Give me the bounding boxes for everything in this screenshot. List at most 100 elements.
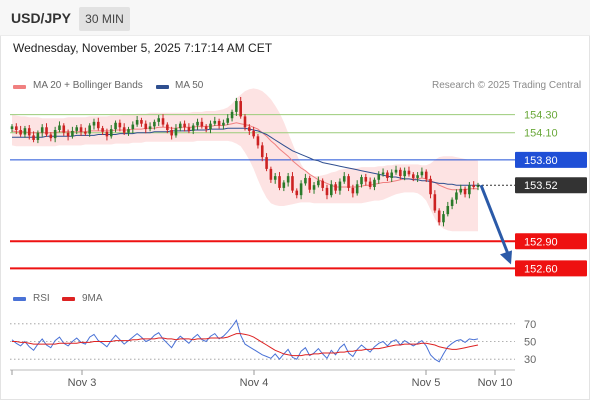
candle-body [472, 185, 475, 187]
candle-body [144, 123, 148, 130]
candle-body [79, 127, 83, 132]
candle-body [36, 132, 40, 140]
candle-body [468, 185, 471, 195]
candle-body [256, 136, 260, 146]
candle-body [19, 130, 22, 135]
time-tick-label: Nov 4 [240, 377, 269, 389]
candle-body [269, 168, 273, 180]
candle-body [330, 184, 333, 196]
candle-body [235, 101, 238, 112]
level-label-154.10: 154.10 [524, 128, 558, 140]
candle-body [153, 121, 156, 127]
candle-body [295, 190, 299, 196]
candle-body [411, 174, 415, 178]
time-axis: Nov 3 Nov 4 Nov 5 Nov 10 [10, 369, 515, 389]
candle-body [390, 172, 393, 178]
candle-body [360, 177, 363, 185]
time-tick-label: Nov 3 [68, 377, 97, 389]
candle-body [148, 126, 152, 130]
candle-body [248, 127, 251, 131]
candle-body [399, 169, 402, 177]
candle-body [209, 123, 212, 130]
candle-body [230, 111, 234, 119]
candle-body [459, 188, 463, 193]
candle-body [476, 185, 480, 187]
candles [10, 96, 480, 227]
candle-body [10, 126, 14, 130]
rsi-line [11, 319, 479, 363]
candle-body [304, 177, 307, 184]
candle-body [308, 177, 312, 190]
candle-body [49, 134, 53, 139]
candle-body [53, 130, 57, 139]
candle-body [118, 122, 122, 128]
candle-body [377, 174, 381, 180]
ma50-legend-label: MA 50 [175, 80, 204, 91]
forecast-arrow-head [500, 250, 512, 265]
candle-body [463, 188, 467, 195]
rsi-panel: 70 50 30 [10, 319, 536, 366]
candle-body [433, 194, 437, 211]
rsi-ma-legend-label: 9MA [82, 293, 103, 304]
rsi-legend-label: RSI [33, 293, 50, 304]
candle-body [178, 123, 182, 129]
candle-body [416, 175, 419, 178]
candle-body [291, 176, 294, 191]
candle-body [45, 127, 48, 135]
candle-body [381, 172, 385, 175]
ma50-legend-swatch [156, 85, 169, 89]
ma20-legend-swatch [13, 85, 26, 89]
last-price-label: 153.52 [524, 180, 558, 192]
candle-body [265, 157, 268, 169]
candle-body [455, 192, 458, 200]
candle-body [84, 131, 87, 134]
chart-timestamp: Wednesday, November 5, 2025 7:17:14 AM C… [13, 41, 273, 55]
candle-body [347, 176, 350, 188]
candle-body [420, 171, 424, 176]
candle-body [122, 127, 126, 133]
candle-body [373, 179, 376, 187]
candle-body [442, 214, 445, 223]
candle-body [140, 120, 143, 124]
timeframe-button[interactable]: 30 MIN [79, 7, 130, 31]
level-labels: 154.30 154.10 153.80 152.90 152.60 153.52 [478, 110, 587, 277]
candle-body [351, 187, 355, 194]
level-label-152.90: 152.90 [524, 236, 558, 248]
candle-body [450, 199, 454, 206]
candle-body [27, 128, 31, 136]
symbol-title: USD/JPY [11, 10, 71, 26]
rsi-tick-30: 30 [524, 354, 536, 366]
candle-body [325, 187, 329, 196]
candle-body [58, 125, 61, 130]
candle-body [204, 126, 208, 130]
candle-body [273, 176, 277, 180]
rsi-ma-line [12, 333, 479, 357]
candle-body [131, 124, 135, 130]
forecast-arrow [479, 184, 512, 265]
level-box-153.80 [515, 151, 587, 168]
candle-body [62, 125, 66, 133]
candle-body [166, 124, 169, 130]
candle-body [183, 123, 186, 128]
candle-body [355, 184, 359, 194]
candle-body [299, 183, 303, 196]
candle-body [217, 120, 221, 126]
candle-body [386, 172, 389, 178]
candle-body [157, 118, 160, 122]
candle-body [66, 132, 70, 137]
candle-body [174, 128, 178, 136]
level-label-152.60: 152.60 [524, 263, 558, 275]
candle-body [252, 130, 255, 137]
candle-body [394, 169, 398, 173]
candle-body [446, 206, 450, 215]
candle-body [286, 176, 290, 183]
candle-body [368, 181, 372, 187]
chart-header: USD/JPY 30 MIN [0, 0, 590, 36]
rsi-legend-swatch [13, 297, 26, 301]
candle-body [407, 170, 411, 175]
time-tick-label: Nov 5 [412, 377, 441, 389]
candle-body [187, 127, 191, 131]
level-box-152.60 [515, 260, 587, 277]
candle-body [196, 121, 199, 126]
